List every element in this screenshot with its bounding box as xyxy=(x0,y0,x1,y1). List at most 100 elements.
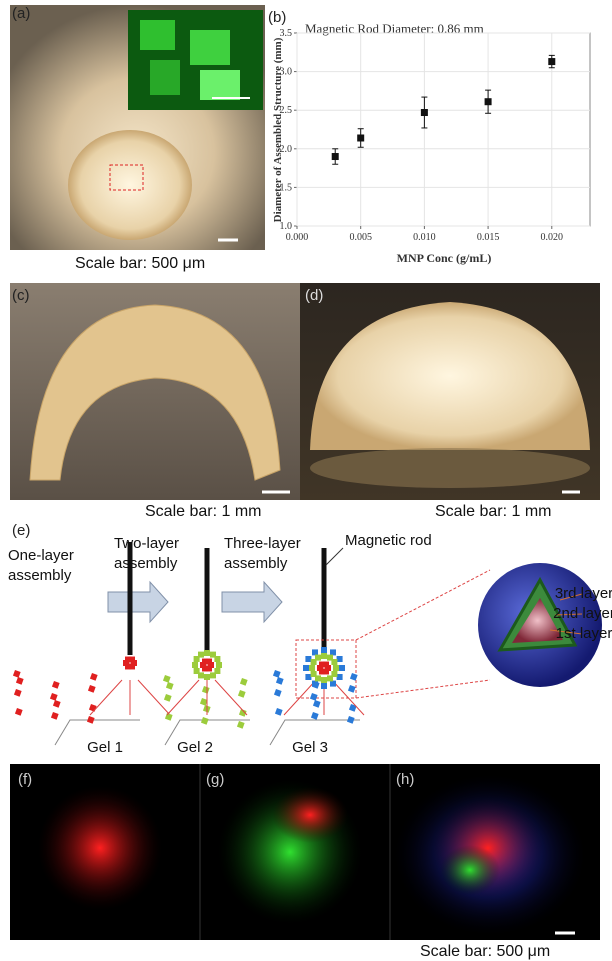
cluster-cube xyxy=(303,665,309,671)
gel-cube xyxy=(163,675,171,683)
y-tick-label: 3.5 xyxy=(280,28,293,39)
cluster-cube xyxy=(311,671,317,677)
gel-cube xyxy=(164,694,172,702)
cluster-cube xyxy=(210,672,216,678)
cluster-cube xyxy=(198,652,204,658)
gel-cube xyxy=(350,673,358,681)
gel-cube xyxy=(238,690,246,698)
gel-label: Gel 2 xyxy=(177,739,213,756)
gel-cube xyxy=(274,689,282,697)
schematic: One-layerassemblyTwo-layerassemblyThree-… xyxy=(8,532,612,756)
zoom-line xyxy=(356,570,490,640)
x-tick-label: 0.010 xyxy=(413,232,436,243)
y-tick-label: 2.5 xyxy=(280,105,293,116)
x-axis-label: MNP Conc (g/mL) xyxy=(397,251,492,265)
panel-label: (b) xyxy=(268,9,286,26)
cluster-cube xyxy=(129,657,135,663)
gel-label: Gel 3 xyxy=(292,739,328,756)
gel-cube xyxy=(51,712,59,720)
gel-cube xyxy=(313,700,321,708)
cluster-cube xyxy=(337,674,343,680)
plot-frame xyxy=(297,33,590,226)
panel-label: (d) xyxy=(305,287,323,304)
inset-cell xyxy=(140,20,175,50)
chart: (b) Magnetic Rod Diameter: 0.86 mm MNP C… xyxy=(268,9,590,265)
cluster-cube xyxy=(309,665,315,671)
cluster-cube xyxy=(331,659,337,665)
panel-label: (f) xyxy=(18,771,32,788)
gel-cube xyxy=(273,670,281,678)
cluster-cube xyxy=(330,681,336,687)
panel-label: (e) xyxy=(12,522,30,539)
gel-cube xyxy=(16,677,24,685)
step-label: assembly xyxy=(8,567,72,584)
step-arrow xyxy=(108,582,168,622)
cluster-cube xyxy=(321,677,327,683)
point xyxy=(548,58,555,65)
gel-label: Gel 1 xyxy=(87,739,123,756)
gel-cube xyxy=(90,673,98,681)
attraction-arrow xyxy=(215,680,247,715)
cluster-cube xyxy=(204,674,210,680)
gel-cube xyxy=(165,713,173,721)
step-arrow xyxy=(222,582,282,622)
x-tick-label: 0.000 xyxy=(286,232,309,243)
y-tick-label: 2.0 xyxy=(280,144,293,155)
rod-label: Magnetic rod xyxy=(345,532,432,549)
y-tick-label: 1.0 xyxy=(280,221,293,232)
cluster-cube xyxy=(305,674,311,680)
cluster-cube xyxy=(323,662,329,668)
stain xyxy=(440,845,500,895)
gel-cube xyxy=(50,693,58,701)
reflection xyxy=(310,448,590,488)
cluster-cube xyxy=(339,665,345,671)
scale-bar-label: Scale bar: 500 μm xyxy=(75,255,205,272)
scale-bar-label: Scale bar: 500 μm xyxy=(420,943,550,960)
point xyxy=(332,153,339,160)
point xyxy=(485,98,492,105)
cluster-cube xyxy=(192,662,198,668)
step-label: Three-layer xyxy=(224,535,301,552)
layer-label: 2nd layer xyxy=(553,605,612,622)
cluster-cube xyxy=(333,665,339,671)
cluster-cube xyxy=(204,650,210,656)
gel-cube xyxy=(53,700,61,708)
y-axis-label: Diameter of Assembled Structure (mm) xyxy=(272,37,284,222)
cluster-cube xyxy=(305,656,311,662)
chart-title: Magnetic Rod Diameter: 0.86 mm xyxy=(305,21,484,36)
gel-cube xyxy=(14,689,22,697)
cluster-cube xyxy=(321,653,327,659)
step-label: One-layer xyxy=(8,547,74,564)
y-tick-label: 3.0 xyxy=(280,67,293,78)
stain xyxy=(38,786,162,910)
gel-cube xyxy=(240,678,248,686)
inset-cell xyxy=(200,70,240,100)
point xyxy=(357,134,364,141)
pointer xyxy=(326,548,343,565)
figure: (a) Scale bar: 500 μm (b) Magnetic Rod D… xyxy=(0,0,612,961)
x-tick-label: 0.015 xyxy=(477,232,500,243)
gel-cube xyxy=(166,682,174,690)
panel-label: (h) xyxy=(396,771,414,788)
gel-cube xyxy=(202,686,210,694)
gel-cube xyxy=(347,716,355,724)
cluster-cube xyxy=(327,675,333,681)
y-tick-label: 1.5 xyxy=(280,182,293,193)
gel-cube xyxy=(87,716,95,724)
layer-label: 1st layer xyxy=(556,625,612,642)
gel-cube xyxy=(88,685,96,693)
x-tick-label: 0.005 xyxy=(349,232,372,243)
step-label: assembly xyxy=(224,555,288,572)
inset-cell xyxy=(190,30,230,65)
gel-cube xyxy=(200,698,208,706)
zoom-line xyxy=(356,680,490,698)
scale-bar-label: Scale bar: 1 mm xyxy=(435,503,551,520)
scale-bar-label: Scale bar: 1 mm xyxy=(145,503,261,520)
attraction-arrow xyxy=(90,680,122,715)
inset-cell xyxy=(150,60,180,95)
gel-cube xyxy=(15,708,23,716)
gel-cube xyxy=(311,712,319,720)
cluster-cube xyxy=(312,649,318,655)
gel-cube xyxy=(276,677,284,685)
cluster-cube xyxy=(214,656,220,662)
